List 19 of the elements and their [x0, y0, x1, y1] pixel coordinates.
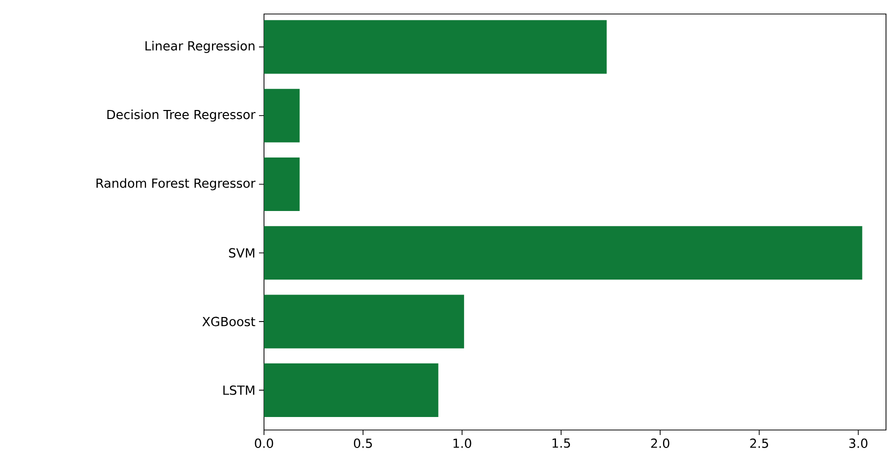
y-tick-label: Decision Tree Regressor [107, 110, 256, 122]
bar [264, 88, 300, 142]
y-tick-label: LSTM [223, 385, 254, 395]
x-tick-label: 1.5 [552, 438, 570, 448]
bar [264, 157, 300, 212]
y-tick-label: Random Forest Regressor [96, 178, 256, 190]
bar [264, 226, 862, 280]
x-tick-label: 2.0 [651, 438, 670, 448]
y-tick-label: Linear Regression [146, 40, 254, 53]
bar [264, 20, 607, 74]
bar [264, 294, 464, 348]
x-tick-label: 0.0 [254, 438, 274, 448]
x-tick-label: 1.0 [454, 438, 472, 448]
y-tick-label: SVM [229, 248, 254, 258]
bar [264, 363, 438, 417]
x-tick-label: 2.5 [750, 438, 768, 448]
x-tick-label: 3.0 [849, 438, 868, 448]
y-tick-label: XGBoost [202, 316, 256, 326]
x-tick-label: 0.5 [354, 438, 372, 448]
